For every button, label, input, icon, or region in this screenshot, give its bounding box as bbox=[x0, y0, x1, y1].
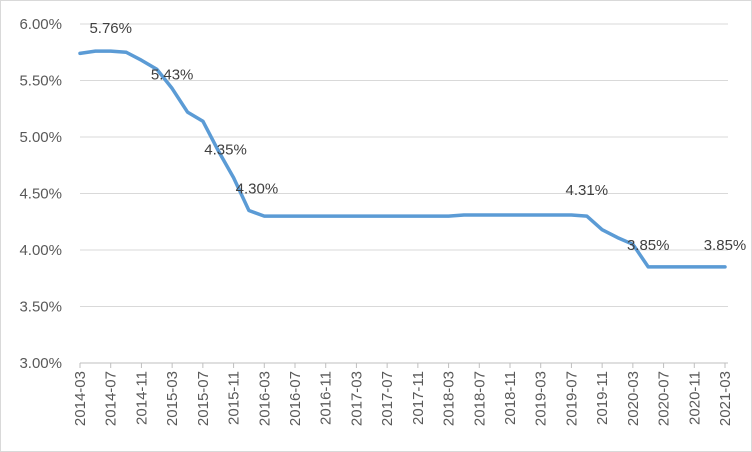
data-label: 4.30% bbox=[236, 180, 279, 197]
x-axis-ticks: 2014-03 2014-07 2014-11 2015-03 2015-07 2015-… bbox=[72, 363, 734, 426]
data-label: 3.85% bbox=[704, 237, 747, 254]
x-tick-label: 2020-03 bbox=[625, 371, 642, 426]
y-tick-label: 5.50% bbox=[19, 73, 62, 90]
x-tick-label: 2019-03 bbox=[533, 371, 550, 426]
x-tick-label: 2015-03 bbox=[164, 371, 181, 426]
y-tick-label: 4.50% bbox=[19, 186, 62, 203]
x-tick-label: 2017-11 bbox=[410, 371, 427, 425]
x-tick-label: 2016-03 bbox=[256, 371, 273, 426]
x-tick-label: 2018-03 bbox=[441, 371, 458, 426]
x-tick-label: 2016-07 bbox=[287, 371, 304, 426]
x-tick-label: 2014-11 bbox=[133, 371, 150, 425]
gridlines bbox=[80, 23, 728, 364]
series-group bbox=[78, 49, 727, 269]
x-tick-label: 2021-03 bbox=[717, 371, 734, 426]
y-tick-label: 5.00% bbox=[19, 129, 62, 146]
x-tick-label: 2017-03 bbox=[348, 371, 365, 426]
series-line bbox=[78, 49, 727, 269]
x-tick-label: 2019-11 bbox=[594, 371, 611, 425]
y-tick-label: 3.50% bbox=[19, 299, 62, 316]
data-label: 4.35% bbox=[204, 142, 247, 159]
data-label: 4.31% bbox=[566, 182, 609, 199]
x-tick-label: 2018-11 bbox=[502, 371, 519, 425]
data-label: 5.43% bbox=[151, 66, 194, 83]
y-axis-ticks: 3.00% 3.50% 4.00% 4.50% 5.00% 5.50% 6.00% bbox=[19, 16, 62, 372]
x-tick-label: 2014-03 bbox=[72, 371, 89, 426]
x-tick-label: 2015-11 bbox=[226, 371, 243, 425]
x-tick-label: 2018-07 bbox=[471, 371, 488, 426]
x-tick-label: 2014-07 bbox=[103, 371, 120, 426]
x-tick-label: 2015-07 bbox=[195, 371, 212, 426]
x-tick-label: 2020-07 bbox=[656, 371, 673, 426]
y-tick-label: 3.00% bbox=[19, 355, 62, 372]
x-tick-label: 2019-07 bbox=[563, 371, 580, 426]
data-label: 3.85% bbox=[627, 237, 670, 254]
data-labels: 5.76% 5.43% 4.35% 4.30% 4.31% 3.85% 3.85% bbox=[89, 20, 746, 254]
y-tick-label: 4.00% bbox=[19, 242, 62, 259]
x-tick-label: 2017-07 bbox=[379, 371, 396, 426]
x-tick-label: 2020-11 bbox=[686, 371, 703, 425]
x-tick-label: 2016-11 bbox=[318, 371, 335, 425]
data-label: 5.76% bbox=[89, 20, 132, 37]
y-tick-label: 6.00% bbox=[19, 16, 62, 33]
